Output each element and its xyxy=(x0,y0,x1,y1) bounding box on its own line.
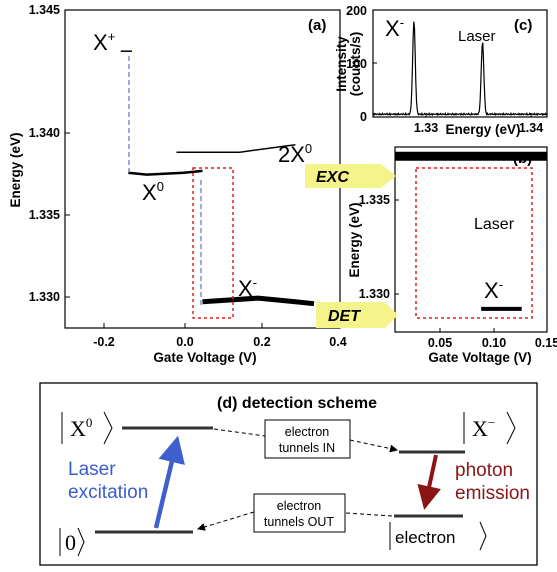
ket-xminus: X− xyxy=(463,411,516,445)
laser-text-2: excitation xyxy=(68,482,148,503)
panel-b-ytick-1335: 1.335 xyxy=(359,193,390,207)
tunnel-in-arrow-b xyxy=(349,439,398,453)
series-x0-line xyxy=(128,169,203,176)
label-laser-c: Laser xyxy=(458,28,496,45)
panel-c-ylabel-2: (counts/s) xyxy=(348,32,363,97)
label-xminus-c: X- xyxy=(385,15,404,41)
panel-b-ytick-1330: 1.330 xyxy=(359,287,390,301)
exc-callout: EXC xyxy=(305,164,396,188)
panel-c: 200 100 0 1.33 1.34 Energy (eV) Intensit… xyxy=(334,4,548,137)
tunnels-in-box xyxy=(264,419,351,459)
panel-c-ytick-100: 100 xyxy=(346,57,367,71)
panel-a: 1.345 1.340 1.335 1.330 -0.2 0.0 0.2 0.4… xyxy=(8,3,347,365)
ket-x0: X0 xyxy=(61,411,113,445)
panel-b-xlabel: Gate Voltage (V) xyxy=(428,350,531,365)
svg-text:0: 0 xyxy=(65,530,76,555)
panel-b-xtick-010: 0.10 xyxy=(482,336,506,350)
panel-a-traces xyxy=(120,50,315,307)
ket-zero: 0 xyxy=(59,527,85,557)
panel-b: 1.335 1.330 0.05 0.10 0.15 Gate Voltage … xyxy=(347,146,557,365)
label-x0: X0 xyxy=(142,179,164,205)
series-x-line xyxy=(202,295,315,307)
panel-a-xtick-m02: -0.2 xyxy=(93,335,115,349)
panel-b-frame xyxy=(394,146,548,333)
highlight-box-a xyxy=(192,167,234,319)
label-xminus-b: X- xyxy=(484,277,503,303)
laser-excitation-arrow xyxy=(153,435,185,529)
panel-b-xtick-015: 0.15 xyxy=(535,336,557,350)
panel-b-traces xyxy=(395,151,547,311)
series-2x0-line xyxy=(176,143,296,153)
panel-d: (d) detection scheme X0 X− 0 electron xyxy=(39,382,538,566)
exc-label: EXC xyxy=(316,169,349,186)
ket-electron: electron xyxy=(389,521,487,551)
label-xminus-a: X- xyxy=(238,275,257,301)
panel-c-xlabel: Energy (eV) xyxy=(445,122,520,137)
panel-d-title: (d) detection scheme xyxy=(217,395,377,412)
panel-a-ytick-1340: 1.340 xyxy=(29,126,60,140)
panel-a-ytick-1330: 1.330 xyxy=(29,290,60,304)
panel-c-label: (c) xyxy=(514,17,532,34)
panel-a-ylabel: Energy (eV) xyxy=(8,132,23,207)
panel-b-xtick-005: 0.05 xyxy=(428,336,452,350)
panel-b-ylabel: Energy (eV) xyxy=(347,202,362,277)
det-callout: DET xyxy=(316,302,398,328)
tunnel-out-arrow-a xyxy=(345,512,393,517)
photon-text-1: photon xyxy=(455,460,513,481)
tunnels-out-line2: tunnels OUT xyxy=(264,515,335,529)
panel-c-ylabel: Intensity xyxy=(334,36,349,92)
panel-d-frame xyxy=(39,382,538,566)
panel-c-xtick-133: 1.33 xyxy=(414,121,438,135)
tunnels-out-line1: electron xyxy=(277,499,322,513)
svg-text:electron: electron xyxy=(395,528,455,547)
panel-c-ytick-0: 0 xyxy=(360,110,367,124)
panel-a-xlabel: Gate Voltage (V) xyxy=(153,350,256,365)
tunnel-out-arrow-b xyxy=(197,511,255,531)
highlight-box-b xyxy=(415,167,533,319)
photon-emission-arrow xyxy=(417,454,441,510)
tunnels-in-line1: electron xyxy=(285,425,330,439)
svg-text:X0: X0 xyxy=(70,415,92,441)
label-laser-b: Laser xyxy=(474,216,515,233)
svg-text:X−: X− xyxy=(472,415,495,441)
photon-text-2: emission xyxy=(455,483,530,504)
tunnel-in-arrow-a xyxy=(213,428,266,437)
tunnels-in-line2: tunnels IN xyxy=(279,441,335,455)
label-2x0: 2X0 xyxy=(278,141,312,167)
det-label: DET xyxy=(328,308,361,325)
panel-a-xtick-02: 0.2 xyxy=(253,335,270,349)
panel-a-xtick-00: 0.0 xyxy=(176,335,193,349)
panel-a-xtick-04: 0.4 xyxy=(329,335,346,349)
panel-a-ytick-1345: 1.345 xyxy=(29,3,60,17)
label-xplus: X+ xyxy=(93,29,115,55)
panel-a-label: (a) xyxy=(308,17,326,34)
panel-c-ytick-200: 200 xyxy=(346,4,367,18)
tunnels-out-box xyxy=(253,493,346,533)
panel-a-frame xyxy=(64,9,341,329)
panel-a-ytick-1335: 1.335 xyxy=(29,208,60,222)
panel-c-xtick-134: 1.34 xyxy=(519,121,543,135)
panel-c-spectrum xyxy=(372,21,548,117)
laser-text-1: Laser xyxy=(68,459,116,480)
